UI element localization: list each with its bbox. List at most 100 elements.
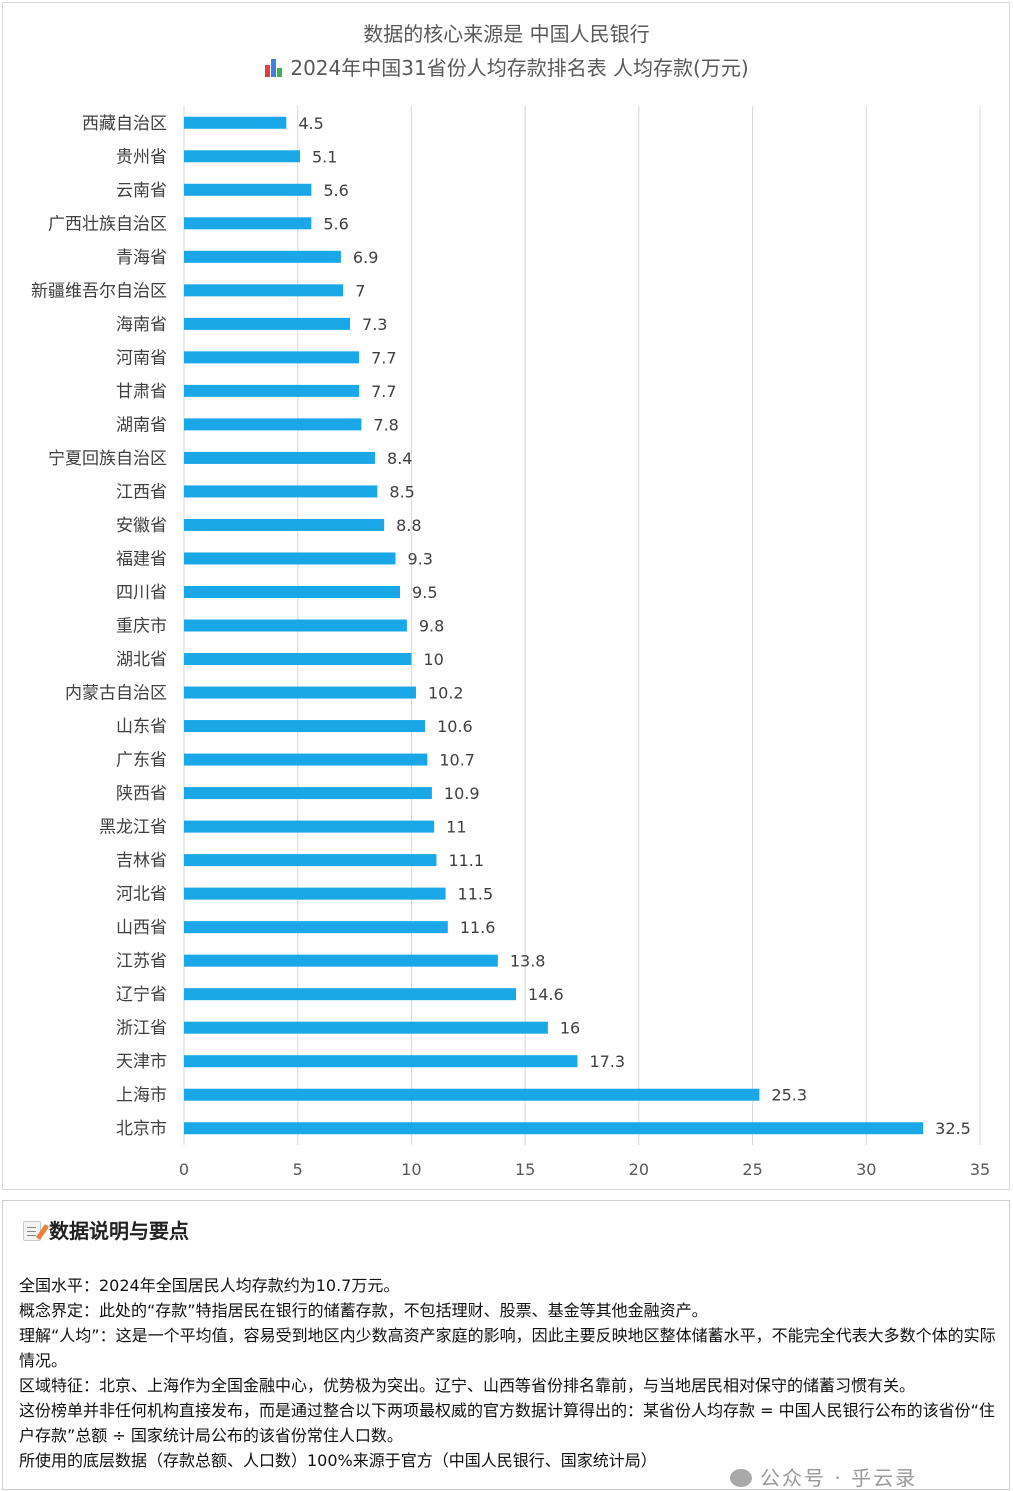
notes-header: 数据说明与要点 bbox=[23, 1215, 189, 1244]
watermark-text: 公众号 · 乎云录 bbox=[760, 1466, 918, 1490]
data-label: 10.2 bbox=[428, 684, 464, 703]
bar bbox=[184, 217, 312, 230]
category-label: 内蒙古自治区 bbox=[65, 684, 167, 704]
data-label: 4.5 bbox=[298, 114, 323, 133]
bar bbox=[184, 820, 435, 833]
data-label: 10.6 bbox=[437, 717, 473, 736]
data-label: 17.3 bbox=[589, 1052, 625, 1071]
category-label: 广西壮族自治区 bbox=[48, 214, 167, 234]
category-label: 江西省 bbox=[116, 482, 167, 502]
data-label: 8.4 bbox=[387, 449, 412, 468]
data-label: 5.6 bbox=[323, 181, 348, 200]
data-label: 11.1 bbox=[448, 851, 484, 870]
note-national-level: 全国水平：2024年全国居民人均存款约为10.7万元。 bbox=[19, 1276, 400, 1295]
x-tick-label: 35 bbox=[970, 1160, 990, 1179]
bar bbox=[184, 183, 312, 196]
bar bbox=[184, 787, 432, 800]
bar bbox=[184, 384, 360, 397]
bar bbox=[184, 552, 396, 565]
category-label: 山东省 bbox=[116, 717, 167, 737]
data-label: 7.3 bbox=[362, 315, 387, 334]
data-label: 14.6 bbox=[528, 985, 564, 1004]
note-source: 所使用的底层数据（存款总额、人口数）100%来源于官方（中国人民银行、国家统计局… bbox=[19, 1451, 657, 1470]
data-label: 10.9 bbox=[444, 784, 480, 803]
chart-title: 数据的核心来源是 中国人民银行 bbox=[363, 22, 650, 46]
data-label: 8.8 bbox=[396, 516, 421, 535]
data-label: 25.3 bbox=[771, 1086, 807, 1105]
notes-panel: 数据说明与要点 全国水平：2024年全国居民人均存款约为10.7万元。 概念界定… bbox=[2, 1200, 1010, 1490]
bar bbox=[184, 653, 412, 666]
data-label: 10 bbox=[423, 650, 443, 669]
category-label: 江苏省 bbox=[116, 952, 167, 972]
data-label: 16 bbox=[560, 1019, 580, 1038]
x-tick-label: 5 bbox=[293, 1160, 303, 1179]
data-label: 11.5 bbox=[458, 885, 494, 904]
category-label: 贵州省 bbox=[116, 147, 167, 167]
bar bbox=[184, 351, 360, 364]
note-concept: 概念界定：此处的“存款”特指居民在银行的储蓄存款，不包括理财、股票、基金等其他金… bbox=[19, 1301, 708, 1320]
category-label: 湖北省 bbox=[116, 650, 167, 670]
category-label: 浙江省 bbox=[116, 1019, 167, 1039]
bar bbox=[184, 988, 517, 1001]
data-label: 10.7 bbox=[439, 751, 475, 770]
watermark: 公众号 · 乎云录 bbox=[730, 1462, 917, 1491]
category-label: 山西省 bbox=[116, 918, 167, 938]
bar bbox=[184, 686, 416, 699]
category-label: 辽宁省 bbox=[116, 985, 167, 1005]
x-tick-label: 20 bbox=[629, 1160, 649, 1179]
bar bbox=[184, 418, 362, 431]
bar bbox=[184, 485, 378, 498]
note-method: 这份榜单并非任何机构直接发布，而是通过整合以下两项最权威的官方数据计算得出的：某… bbox=[19, 1401, 995, 1445]
bar bbox=[184, 921, 448, 934]
bar bbox=[184, 284, 344, 297]
data-label: 32.5 bbox=[935, 1119, 971, 1138]
x-tick-label: 30 bbox=[856, 1160, 876, 1179]
bar bbox=[184, 317, 351, 330]
category-label: 重庆市 bbox=[116, 617, 167, 637]
category-label: 西藏自治区 bbox=[82, 114, 167, 134]
x-tick-label: 10 bbox=[401, 1160, 421, 1179]
category-label: 河南省 bbox=[116, 348, 167, 368]
wechat-icon bbox=[730, 1469, 752, 1487]
note-per-capita: 理解“人均”：这是一个平均值，容易受到地区内少数高资产家庭的影响，因此主要反映地… bbox=[19, 1326, 996, 1370]
bar bbox=[184, 585, 401, 598]
data-label: 9.8 bbox=[419, 617, 444, 636]
category-label: 甘肃省 bbox=[116, 382, 167, 402]
category-label: 黑龙江省 bbox=[99, 818, 167, 838]
bar bbox=[184, 753, 428, 766]
category-label: 四川省 bbox=[116, 583, 167, 603]
category-label: 北京市 bbox=[116, 1119, 167, 1139]
bar bbox=[184, 150, 300, 163]
data-label: 7 bbox=[355, 281, 365, 300]
data-label: 7.7 bbox=[371, 382, 396, 401]
data-label: 7.8 bbox=[373, 415, 398, 434]
data-label: 11 bbox=[446, 818, 466, 837]
notes-body: 全国水平：2024年全国居民人均存款约为10.7万元。 概念界定：此处的“存款”… bbox=[19, 1273, 999, 1473]
data-label: 7.7 bbox=[371, 348, 396, 367]
bar bbox=[184, 954, 498, 967]
bar bbox=[184, 720, 426, 733]
notes-header-label: 数据说明与要点 bbox=[49, 1219, 189, 1243]
bar bbox=[184, 250, 341, 263]
category-label: 青海省 bbox=[116, 248, 167, 268]
category-label: 吉林省 bbox=[116, 851, 167, 871]
category-label: 湖南省 bbox=[116, 415, 167, 435]
category-label: 广东省 bbox=[116, 751, 167, 771]
bar bbox=[184, 1088, 760, 1101]
category-label: 海南省 bbox=[116, 315, 167, 335]
category-label: 陕西省 bbox=[116, 784, 167, 804]
bar bbox=[184, 451, 376, 464]
bar-chart-icon bbox=[264, 57, 284, 77]
bar bbox=[184, 619, 407, 632]
bar bbox=[184, 854, 437, 867]
category-label: 新疆维吾尔自治区 bbox=[31, 281, 167, 301]
note-regional: 区域特征：北京、上海作为全国金融中心，优势极为突出。辽宁、山西等省份排名靠前，与… bbox=[19, 1376, 916, 1395]
bar bbox=[184, 1021, 548, 1034]
category-label: 河北省 bbox=[116, 885, 167, 905]
x-tick-label: 15 bbox=[515, 1160, 535, 1179]
category-label: 上海市 bbox=[116, 1086, 167, 1106]
data-label: 11.6 bbox=[460, 918, 496, 937]
category-label: 安徽省 bbox=[116, 516, 167, 536]
data-label: 8.5 bbox=[389, 482, 414, 501]
data-label: 6.9 bbox=[353, 248, 378, 267]
